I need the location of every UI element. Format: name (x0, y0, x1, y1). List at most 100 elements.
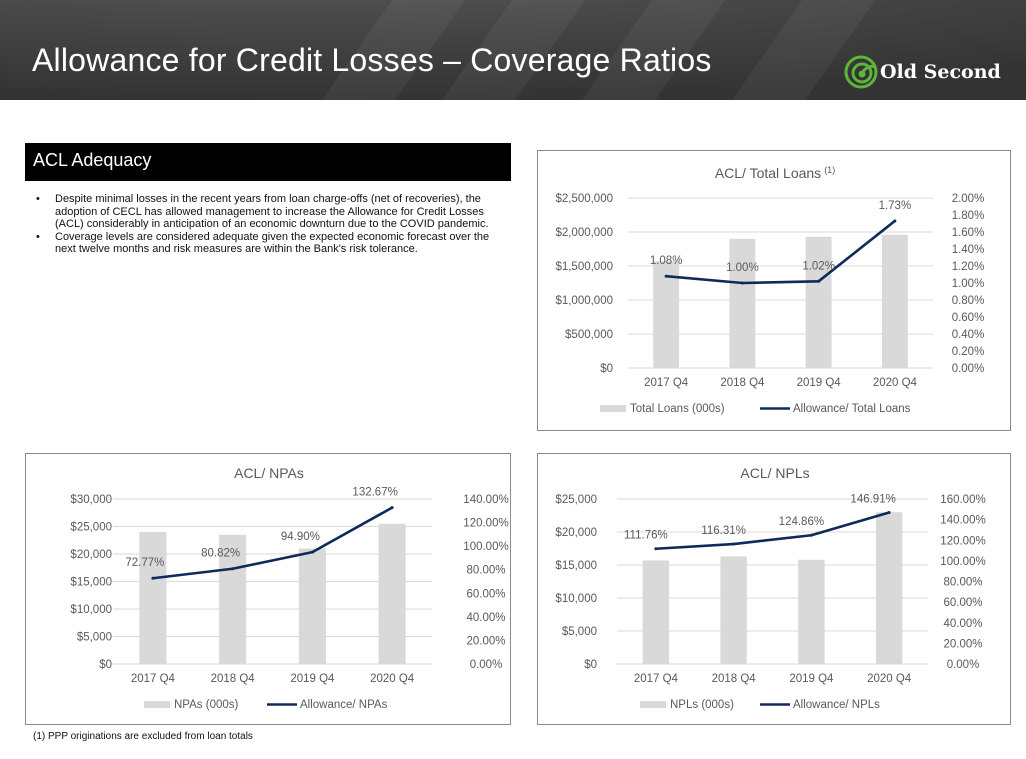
y-right-tick-label: 0.00% (470, 659, 503, 671)
section-title: ACL Adequacy (33, 150, 152, 170)
legend-bar-swatch (640, 701, 666, 708)
y-right-tick-label: 0.40% (952, 329, 985, 341)
line-point (887, 510, 891, 514)
legend-label: NPLs (000s) (670, 699, 734, 711)
y-right-tick-label: 1.20% (952, 261, 985, 273)
chart-acl-npas: ACL/ NPAs $0 $5,000 $10,000 $15,000 $20,000 $2… (25, 453, 511, 725)
x-tick-label: 2017 Q4 (131, 673, 176, 685)
bar (798, 559, 825, 664)
y-right-tick-label: 0.80% (952, 295, 985, 307)
bar (881, 234, 908, 368)
bar (378, 523, 406, 664)
y-left-tick-label: $1,500,000 (555, 261, 613, 273)
x-tick-label: 2020 Q4 (873, 377, 918, 389)
y-right-tick-label: 2.00% (952, 193, 985, 205)
y-left-tick-label: $1,000,000 (555, 295, 613, 307)
line-point (390, 506, 394, 510)
header-banner: Allowance for Credit Losses – Coverage R… (0, 0, 1026, 100)
x-tick-label: 2019 Q4 (290, 673, 335, 685)
chart-acl-npls: ACL/ NPLs $0 $5,000 $10,000 $15,000 $20,000 $2… (537, 453, 1011, 725)
company-logo: Old Second (844, 54, 1001, 90)
line-point (231, 567, 235, 571)
y-left-tick-label: $15,000 (555, 560, 597, 572)
y-left-tick-label: $5,000 (77, 632, 112, 644)
line-point (732, 542, 736, 546)
legend-label: Total Loans (000s) (630, 403, 725, 415)
y-left-tick-label: $0 (600, 363, 613, 375)
y-right-tick-label: 100.00% (940, 556, 985, 568)
x-tick-label: 2020 Q4 (867, 673, 912, 685)
bar (653, 261, 680, 368)
y-left-tick-label: $0 (584, 659, 597, 671)
y-right-tick-label: 140.00% (463, 494, 508, 506)
y-right-tick-label: 40.00% (466, 612, 505, 624)
y-right-tick-label: 1.40% (952, 244, 985, 256)
logo-text: Old Second (880, 61, 1001, 83)
line-point (740, 281, 744, 285)
y-right-tick-label: 0.00% (947, 659, 980, 671)
series-line (655, 511, 890, 551)
legend-label: Allowance/ NPAs (300, 699, 388, 711)
chart-svg: ACL/ NPLs $0 $5,000 $10,000 $15,000 $20,000 $2… (555, 465, 985, 711)
line-point (151, 576, 155, 580)
bar (729, 238, 756, 368)
bar (298, 548, 326, 664)
series-line (152, 506, 393, 580)
chart-title: ACL/ Total Loans (1) (715, 165, 835, 181)
y-left-tick-label: $25,000 (555, 494, 597, 506)
data-label: 72.77% (125, 557, 164, 569)
bar (875, 512, 903, 664)
y-right-tick-label: 120.00% (940, 535, 985, 547)
chart-title-text: ACL/ NPAs (234, 465, 304, 481)
y-right-tick-label: 120.00% (463, 518, 508, 530)
chart-title: ACL/ NPAs (234, 465, 304, 481)
x-tick-label: 2018 Q4 (211, 673, 256, 685)
y-left-tick-label: $2,000,000 (555, 227, 613, 239)
y-right-tick-label: 1.60% (952, 227, 985, 239)
page-title: Allowance for Credit Losses – Coverage R… (32, 42, 712, 78)
y-right-tick-label: 0.00% (952, 363, 985, 375)
data-label: 1.02% (802, 260, 835, 272)
legend-bar-swatch (144, 701, 170, 708)
chart-title-text: ACL/ NPLs (740, 465, 809, 481)
line-point (817, 279, 821, 283)
legend-label: Allowance/ Total Loans (793, 403, 911, 415)
y-left-tick-label: $2,500,000 (555, 193, 613, 205)
bullet-list: Despite minimal losses in the recent yea… (36, 193, 506, 256)
x-tick-label: 2018 Q4 (720, 377, 765, 389)
chart-title: ACL/ NPLs (740, 465, 809, 481)
y-left-tick-label: $25,000 (70, 522, 112, 534)
x-tick-label: 2019 Q4 (797, 377, 842, 389)
line-point (310, 550, 314, 554)
series-line (666, 219, 896, 285)
data-label: 1.00% (726, 262, 759, 274)
x-tick-label: 2019 Q4 (789, 673, 834, 685)
data-label: 1.08% (650, 255, 683, 267)
y-right-tick-label: 1.00% (952, 278, 985, 290)
y-left-tick-label: $0 (99, 659, 112, 671)
footnote: (1) PPP originations are excluded from l… (33, 731, 253, 742)
line-point (664, 274, 668, 278)
bar (805, 236, 832, 368)
x-tick-label: 2020 Q4 (370, 673, 415, 685)
data-label: 132.67% (352, 487, 397, 499)
data-label: 111.76% (624, 530, 668, 542)
data-label: 116.31% (701, 525, 746, 537)
bar (720, 556, 747, 664)
x-tick-label: 2017 Q4 (634, 673, 679, 685)
y-right-tick-label: 0.60% (952, 312, 985, 324)
y-left-tick-label: $500,000 (565, 329, 613, 341)
data-label: 1.73% (879, 200, 912, 212)
chart-title-text: ACL/ Total Loans (715, 165, 821, 181)
bullet-item: Despite minimal losses in the recent yea… (36, 193, 506, 231)
y-right-tick-label: 100.00% (463, 541, 508, 553)
chart-svg: ACL/ Total Loans (1) $0 $500,000 $1,000,000 $… (555, 165, 985, 415)
y-right-tick-label: 0.20% (952, 346, 985, 358)
y-right-tick-label: 20.00% (943, 638, 982, 650)
data-label: 124.86% (779, 516, 824, 528)
y-left-tick-label: $20,000 (70, 549, 112, 561)
line-point (893, 219, 897, 223)
data-label: 94.90% (281, 531, 320, 543)
bar (219, 534, 247, 664)
y-left-tick-label: $5,000 (562, 626, 597, 638)
